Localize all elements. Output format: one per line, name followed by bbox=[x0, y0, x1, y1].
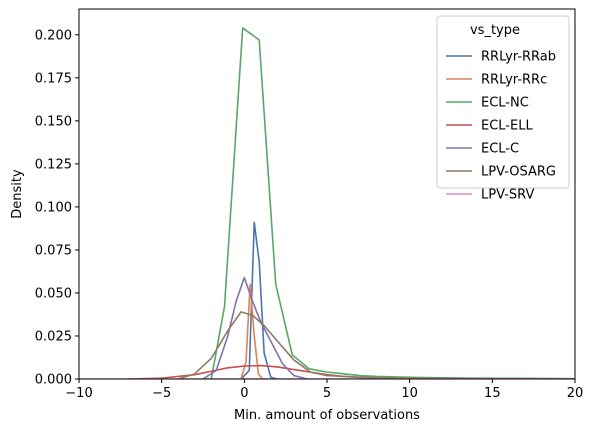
legend-title: vs_type bbox=[470, 23, 520, 38]
x-tick-label: 20 bbox=[567, 386, 584, 401]
series-layer bbox=[79, 27, 575, 379]
x-tick-label: 5 bbox=[323, 386, 331, 401]
series-line-lpv-osarg bbox=[177, 311, 410, 379]
legend-items: RRLyr-RRab RRLyr-RRc ECL-NC ECL-ELL ECL-C LPV… bbox=[446, 50, 556, 203]
legend-label: ECL-ELL bbox=[481, 119, 533, 134]
y-tick-label: 0.125 bbox=[35, 157, 72, 172]
y-tick-label: 0.075 bbox=[35, 243, 72, 258]
legend-label: LPV-SRV bbox=[481, 188, 534, 203]
y-tick-label: 0.150 bbox=[35, 114, 72, 129]
x-axis-label: Min. amount of observations bbox=[234, 408, 420, 423]
series-line-ecl-c bbox=[202, 276, 308, 379]
x-tick-label: 10 bbox=[401, 386, 418, 401]
x-tick-label: 15 bbox=[484, 386, 501, 401]
legend-label: ECL-C bbox=[481, 142, 519, 157]
x-tick-label: −10 bbox=[65, 386, 92, 401]
x-tick-label: −5 bbox=[152, 386, 171, 401]
series-line-rrlyr-rrc bbox=[240, 283, 268, 379]
y-axis-label: Density bbox=[10, 169, 25, 219]
legend-label: ECL-NC bbox=[481, 96, 529, 111]
y-tick-label: 0.025 bbox=[35, 329, 72, 344]
y-tick-label: 0.000 bbox=[35, 373, 72, 388]
y-axis: 0.000 0.025 0.050 0.075 0.100 0.125 0.150 0.175… bbox=[35, 28, 79, 388]
x-axis: −10 −5 0 5 10 15 20 bbox=[65, 379, 583, 401]
legend-label: LPV-OSARG bbox=[481, 165, 556, 180]
y-tick-label: 0.175 bbox=[35, 71, 72, 86]
legend: vs_type RRLyr-RRab RRLyr-RRc ECL-NC ECL-ELL… bbox=[436, 15, 570, 203]
y-tick-label: 0.050 bbox=[35, 286, 72, 301]
y-tick-label: 0.100 bbox=[35, 200, 72, 215]
legend-box bbox=[436, 15, 570, 189]
legend-label: RRLyr-RRab bbox=[481, 50, 556, 65]
legend-label: RRLyr-RRc bbox=[481, 73, 547, 88]
y-tick-label: 0.200 bbox=[35, 28, 72, 43]
series-line-rrlyr-rrab bbox=[240, 221, 278, 379]
x-tick-label: 0 bbox=[240, 386, 248, 401]
